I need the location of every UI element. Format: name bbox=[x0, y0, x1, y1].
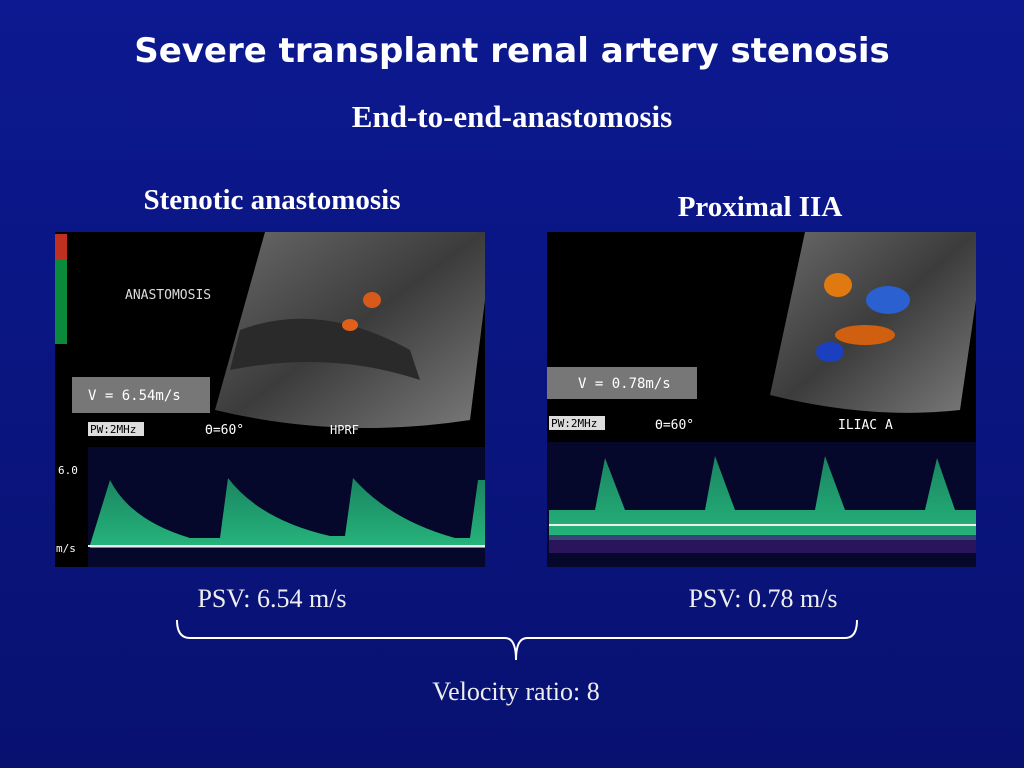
scale-label: 6.0 bbox=[58, 464, 78, 477]
right-heading: Proximal IIA bbox=[678, 191, 843, 223]
right-psv: PSV: 0.78 m/s bbox=[688, 584, 837, 613]
velocity-ratio: Velocity ratio: 8 bbox=[432, 677, 600, 706]
left-psv: PSV: 6.54 m/s bbox=[197, 584, 346, 613]
setting-label: HPRF bbox=[330, 423, 359, 437]
angle-label: Θ=60° bbox=[655, 418, 694, 433]
site-label: ILIAC A bbox=[838, 418, 893, 433]
unit-label: m/s bbox=[56, 542, 76, 555]
slide-subtitle: End-to-end-anastomosis bbox=[352, 99, 672, 134]
velocity-readout: V = 0.78m/s bbox=[578, 376, 671, 392]
angle-label: Θ=60° bbox=[205, 423, 244, 438]
mode-label: PW:2MHz bbox=[90, 423, 136, 436]
mode-label: PW:2MHz bbox=[551, 417, 597, 430]
left-heading: Stenotic anastomosis bbox=[144, 184, 401, 216]
left-ultrasound: ANASTOMOSIS V = 6.54m/s PW:2MHz Θ=60° HP… bbox=[55, 232, 485, 567]
right-ultrasound: V = 0.78m/s PW:2MHz Θ=60° ILIAC A bbox=[547, 232, 976, 567]
brace bbox=[176, 619, 858, 661]
slide-title: Severe transplant renal artery stenosis bbox=[134, 31, 890, 71]
site-label: ANASTOMOSIS bbox=[125, 288, 211, 303]
velocity-readout: V = 6.54m/s bbox=[88, 388, 181, 404]
